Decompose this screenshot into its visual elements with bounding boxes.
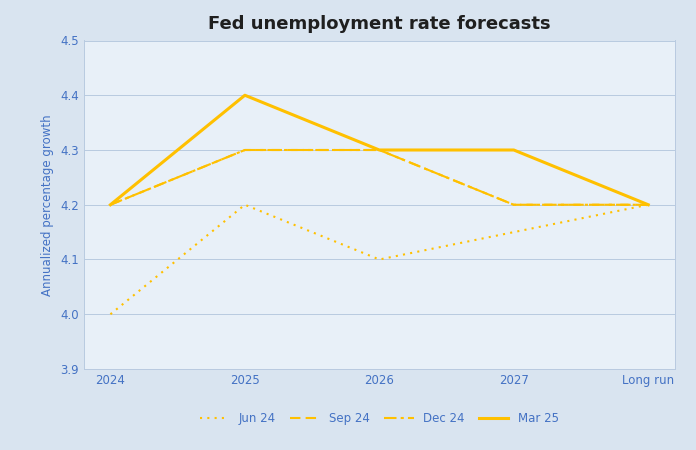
Y-axis label: Annualized percentage growth: Annualized percentage growth bbox=[41, 114, 54, 296]
Title: Fed unemployment rate forecasts: Fed unemployment rate forecasts bbox=[208, 15, 551, 33]
Legend: Jun 24, Sep 24, Dec 24, Mar 25: Jun 24, Sep 24, Dec 24, Mar 25 bbox=[195, 408, 564, 430]
